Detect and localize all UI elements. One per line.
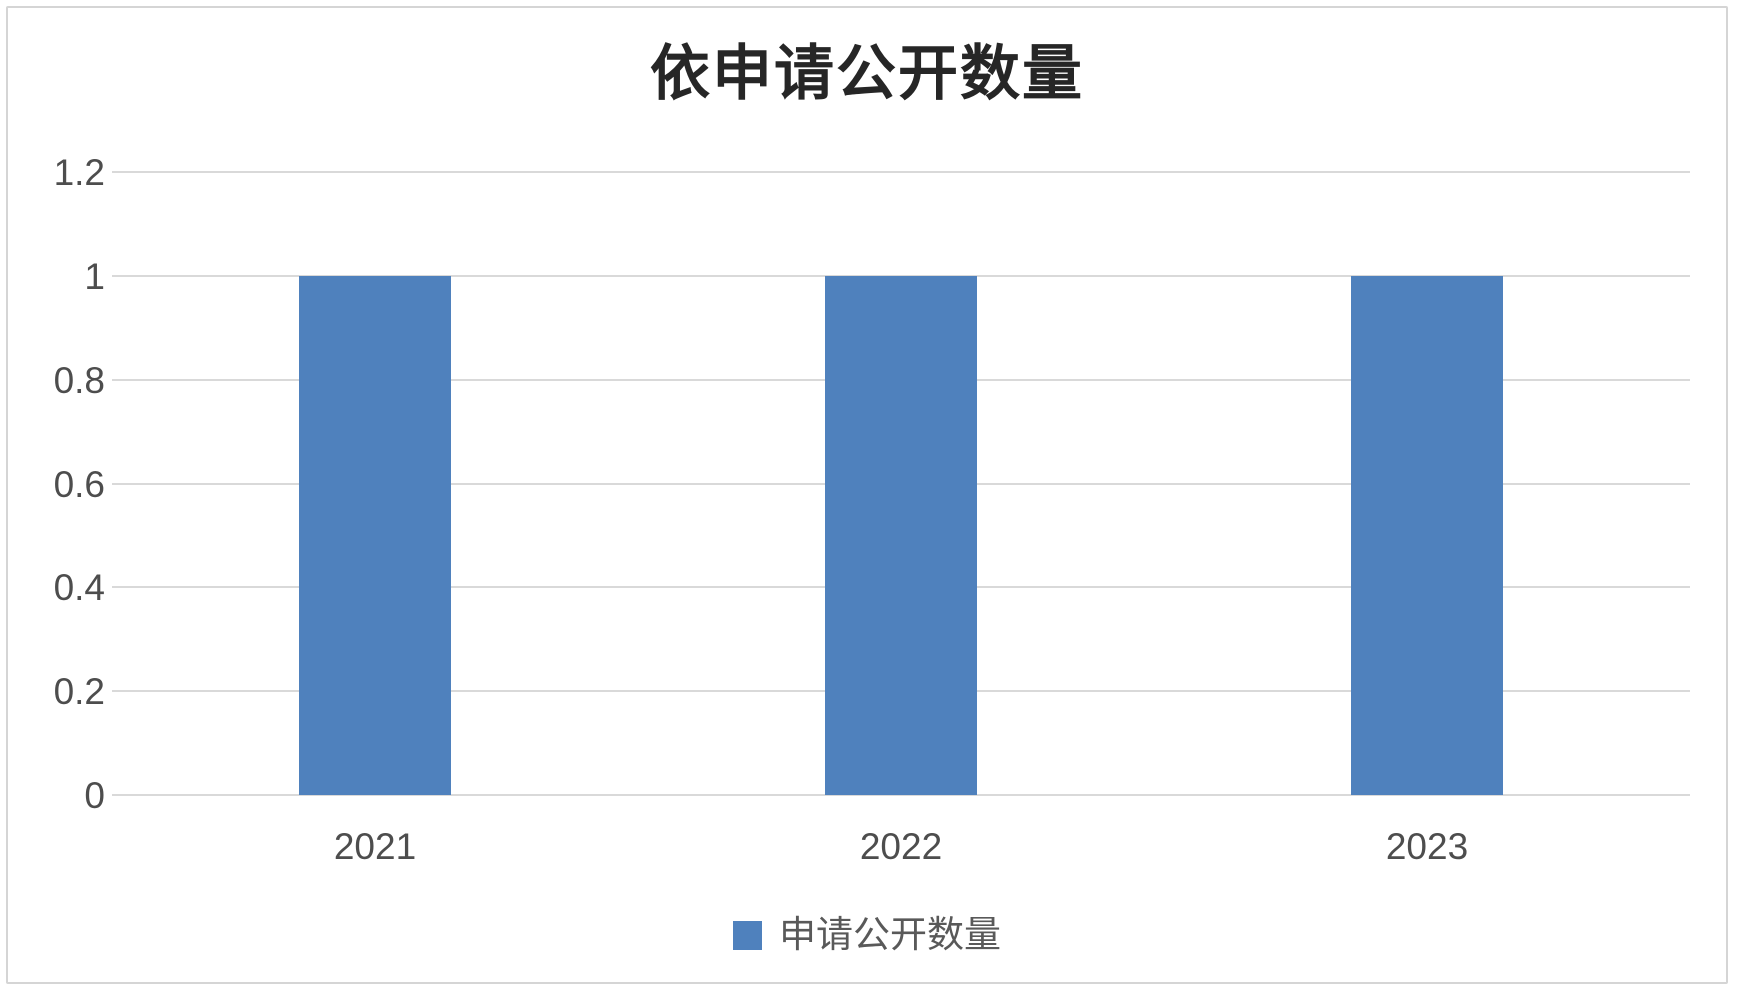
bar-2022 — [825, 275, 977, 795]
gridline-0 — [112, 794, 1690, 796]
bar-2023 — [1351, 275, 1503, 795]
chart-container: 依申请公开数量 0 0.2 0.4 0.6 0.8 1 1.2 2021 2022 2023 申… — [6, 6, 1728, 984]
legend-swatch — [733, 920, 762, 950]
x-tick-label-2021: 2021 — [333, 826, 417, 867]
y-tick-label-0.4: 0.4 — [53, 567, 105, 609]
plot-area: 0 0.2 0.4 0.6 0.8 1 1.2 2021 2022 2023 — [8, 8, 1726, 982]
y-tick-label-1.2: 1.2 — [53, 152, 105, 193]
bar-2021 — [299, 275, 451, 795]
y-tick-label-0.6: 0.6 — [53, 463, 105, 505]
y-tick-label-0: 0 — [84, 775, 105, 816]
x-tick-label-2023: 2023 — [1385, 826, 1469, 867]
chart-title: 依申请公开数量 — [650, 39, 1084, 109]
y-tick-label-0.8: 0.8 — [53, 359, 105, 401]
x-tick-label-2022: 2022 — [859, 826, 943, 867]
y-tick-label-1: 1 — [84, 255, 105, 297]
gridline-1.2 — [112, 171, 1690, 173]
legend: 申请公开数量 — [8, 913, 1726, 957]
legend-label: 申请公开数量 — [779, 913, 1001, 956]
y-tick-label-0.2: 0.2 — [53, 671, 105, 713]
